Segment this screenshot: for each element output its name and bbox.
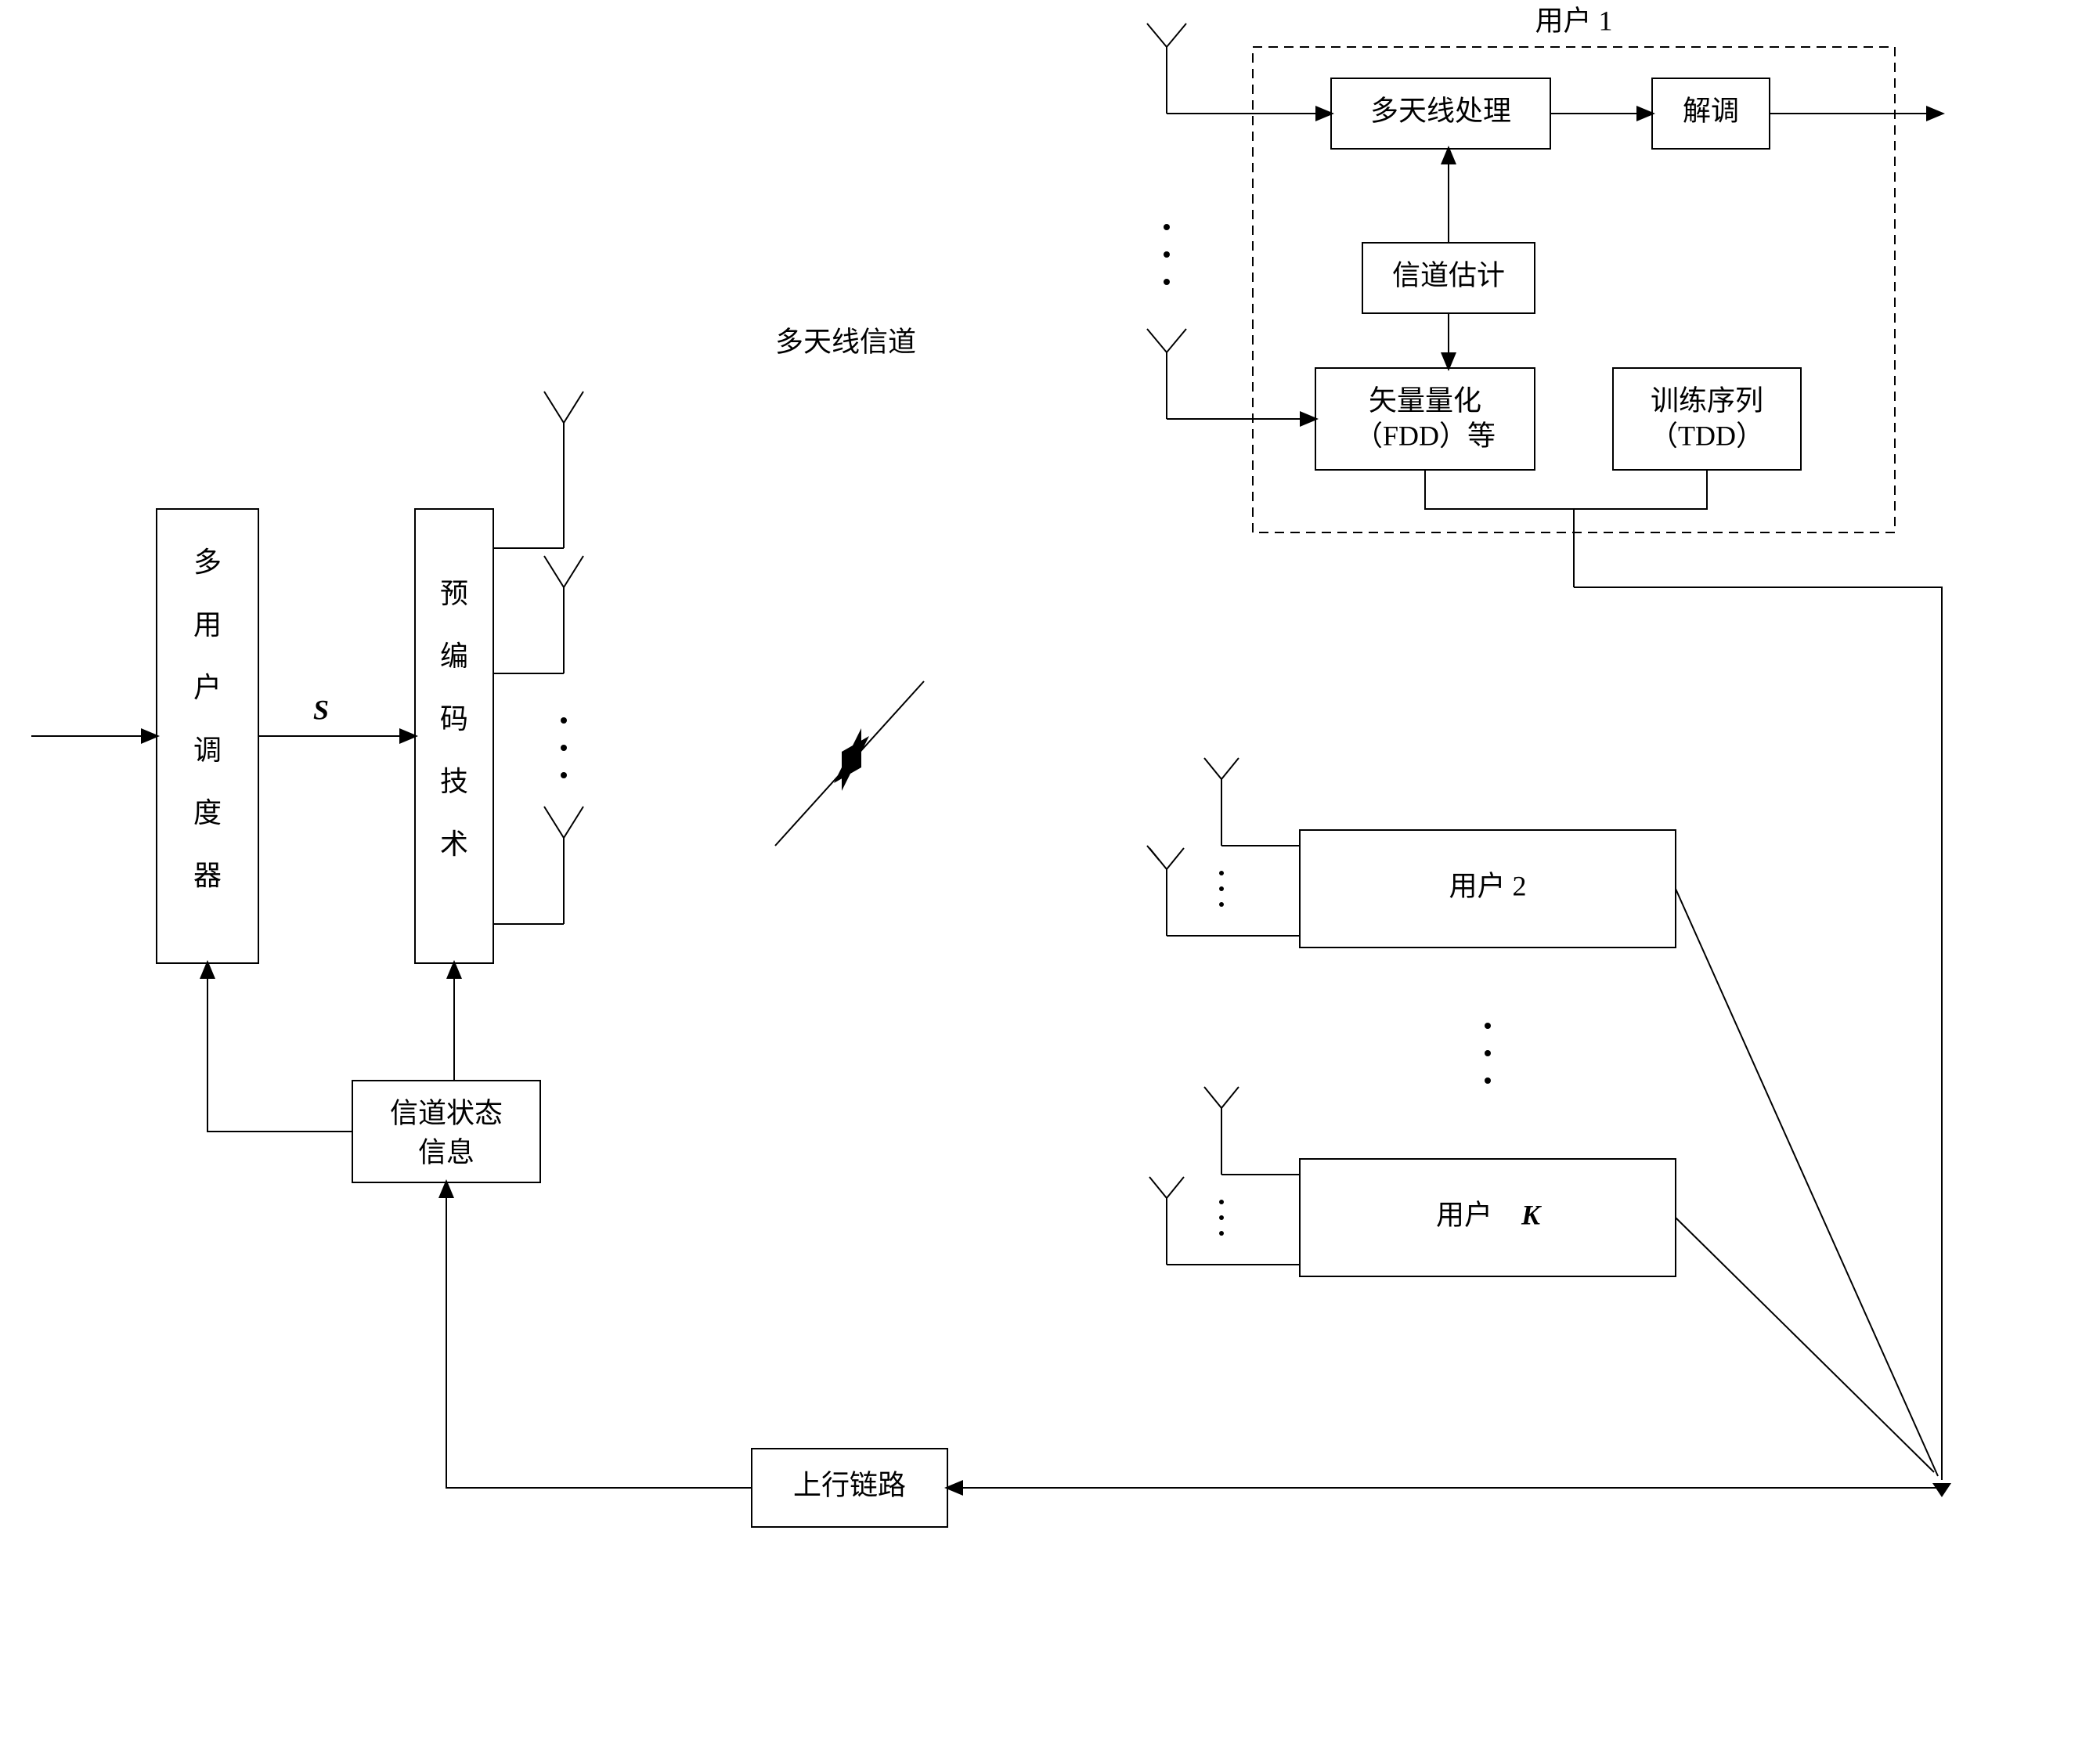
ubt-vdot-1 [1485, 1023, 1491, 1029]
training-seq-label-1: 训练序列 [1651, 384, 1763, 416]
uK-antennas [1149, 1087, 1300, 1265]
tx-vdot-2 [561, 745, 567, 751]
demod-label: 解调 [1683, 95, 1739, 126]
vector-quant-label-2: （FDD）等 [1355, 420, 1496, 451]
antenna-proc-label: 多天线处理 [1370, 95, 1511, 126]
u1-vdot-2 [1164, 251, 1170, 258]
uK-fb [1676, 1218, 1934, 1472]
tx-vdot-3 [561, 772, 567, 778]
wireless-icon [775, 681, 924, 846]
u1-vdot-3 [1164, 279, 1170, 285]
training-seq-label-2: （TDD） [1650, 420, 1764, 451]
u2-fb [1676, 889, 1938, 1476]
edge-uplink-cs [446, 1182, 752, 1488]
precoder-box [415, 509, 493, 963]
scheduler-label-2: 户 [193, 672, 222, 703]
ubt-vdot-2 [1485, 1050, 1491, 1056]
ubt-vdot-3 [1485, 1077, 1491, 1084]
feedback-arrowhead [1932, 1483, 1951, 1497]
vector-quant-label-1: 矢量量化 [1369, 384, 1481, 416]
svg-text:用户 2: 用户 2 [1449, 870, 1526, 901]
tx-ant-2 [544, 556, 583, 587]
precoder-label-0: 预 [440, 578, 468, 609]
precoder-label-1: 编 [440, 641, 468, 672]
edge-vq-down [1425, 470, 1574, 509]
uplink-label: 上行链路 [793, 1469, 906, 1500]
userK-label-prefix: 用户 [1436, 1199, 1492, 1230]
channel-state-label-1: 信道状态 [390, 1097, 503, 1128]
tx-ant-3 [544, 807, 583, 838]
precoder-label-2: 码 [440, 703, 468, 735]
tx-ant-1 [544, 392, 583, 423]
scheduler-label-0: 多 [193, 547, 222, 578]
edge-cs-scheduler [207, 963, 352, 1132]
edge-tdd-down [1574, 470, 1707, 509]
u1-ant-2 [1147, 329, 1186, 352]
scheduler-label-1: 用 [193, 609, 222, 641]
channel-state-label-2: 信息 [418, 1136, 474, 1168]
edge-user1-feedback [1574, 587, 1942, 1480]
channel-label: 多天线信道 [775, 326, 916, 357]
training-seq-box [1613, 368, 1801, 470]
vector-quant-box [1315, 368, 1535, 470]
userK-label-K: K [1521, 1199, 1543, 1230]
u1-ant-1 [1147, 23, 1186, 47]
tx-vdot-1 [561, 717, 567, 724]
channel-est-label: 信道估计 [1392, 259, 1505, 291]
edge-s-label: S [313, 694, 329, 725]
user1-title: 用户 1 [1535, 5, 1612, 36]
scheduler-label-4: 度 [193, 797, 222, 828]
u1-vdot-1 [1164, 224, 1170, 230]
precoder-label-3: 技 [440, 766, 468, 797]
block-diagram: 多 用 户 调 度 器 预 编 码 技 术 信道状态 信息 上行链路 用户 1 … [0, 0, 2100, 1566]
scheduler-label-5: 器 [193, 860, 222, 891]
scheduler-label-3: 调 [193, 735, 222, 766]
precoder-label-4: 术 [440, 828, 468, 860]
